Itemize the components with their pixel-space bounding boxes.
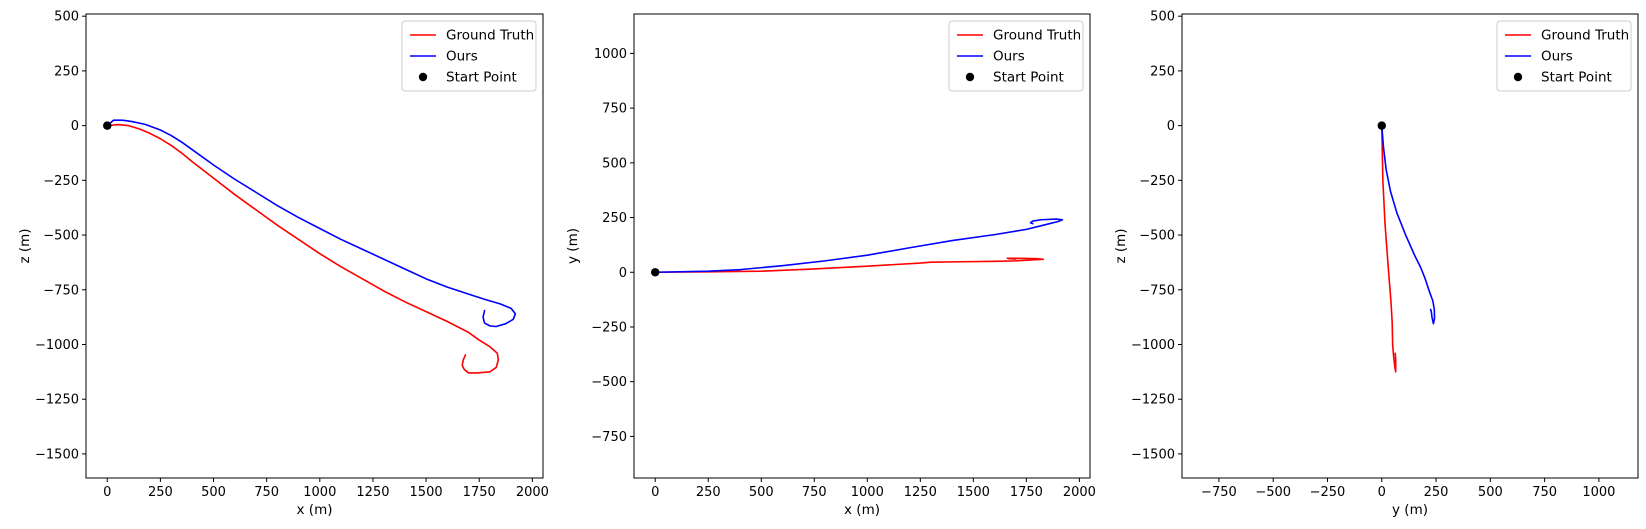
legend-start-swatch bbox=[1513, 72, 1523, 82]
x-tick-label: 1250 bbox=[356, 485, 389, 500]
y-tick-label: −1250 bbox=[35, 393, 79, 408]
legend-ours-label: Ours bbox=[993, 49, 1025, 65]
x-tick-label: −250 bbox=[1310, 485, 1346, 500]
x-tick-label: 500 bbox=[749, 485, 774, 500]
x-tick-label: 1500 bbox=[957, 485, 990, 500]
x-tick-label: 1750 bbox=[1010, 485, 1043, 500]
x-tick-label: −750 bbox=[1201, 485, 1237, 500]
x-axis-label: x (m) bbox=[297, 502, 333, 518]
y-tick-label: −750 bbox=[1139, 283, 1175, 298]
legend-start-swatch bbox=[418, 72, 428, 82]
ours-trajectory-line bbox=[654, 218, 1064, 274]
x-tick-label: −500 bbox=[1255, 485, 1291, 500]
y-tick-label: 500 bbox=[54, 10, 79, 25]
ours-trajectory-line bbox=[106, 119, 517, 328]
legend-ours-label: Ours bbox=[446, 49, 478, 65]
y-tick-label: −500 bbox=[43, 229, 79, 244]
y-tick-label: 500 bbox=[602, 156, 627, 171]
legend: Ground Truth Ours Start Point bbox=[1496, 20, 1632, 92]
plot-area bbox=[651, 218, 1064, 277]
y-tick-label: −500 bbox=[1139, 229, 1175, 244]
plot-area bbox=[1377, 121, 1436, 373]
y-tick-label: −1500 bbox=[35, 447, 79, 462]
y-tick-label: 0 bbox=[1167, 119, 1175, 134]
axes-frame bbox=[85, 13, 544, 479]
x-tick-label: 250 bbox=[696, 485, 721, 500]
legend: Ground Truth Ours Start Point bbox=[948, 20, 1084, 92]
y-tick-label: −250 bbox=[591, 320, 627, 335]
legend-start-label: Start Point bbox=[993, 70, 1064, 86]
axes-frame bbox=[1181, 13, 1639, 479]
y-tick-label: 250 bbox=[602, 211, 627, 226]
legend-box bbox=[948, 20, 1084, 92]
chart-panel-2: 0 250 500 750 1000 1250 1500 1750 2000 1000 750 500… bbox=[565, 13, 1096, 518]
legend-ours-label: Ours bbox=[1541, 49, 1573, 65]
x-tick-label: 250 bbox=[148, 485, 173, 500]
y-tick-label: −250 bbox=[43, 174, 79, 189]
x-tick-label: 750 bbox=[802, 485, 827, 500]
y-axis-label: y (m) bbox=[565, 228, 581, 264]
legend-start-label: Start Point bbox=[446, 70, 517, 86]
y-tick-label: 250 bbox=[1150, 64, 1175, 79]
chart-panel-3: −750 −500 −250 0 250 500 750 1000 500 250 0 −250 −50… bbox=[1113, 10, 1639, 518]
legend-start-swatch bbox=[965, 72, 975, 82]
y-tick-label: −1000 bbox=[35, 338, 79, 353]
y-tick-label: 750 bbox=[602, 102, 627, 117]
x-tick-label: 1500 bbox=[410, 485, 443, 500]
x-tick-label: 1250 bbox=[904, 485, 937, 500]
x-tick-label: 0 bbox=[103, 485, 111, 500]
y-tick-label: −750 bbox=[591, 430, 627, 445]
ground-truth-trajectory-line bbox=[1380, 124, 1397, 373]
y-tick-label: −1000 bbox=[1131, 338, 1175, 353]
legend: Ground Truth Ours Start Point bbox=[401, 20, 537, 92]
legend-start-label: Start Point bbox=[1541, 70, 1612, 86]
ground-truth-trajectory-line bbox=[106, 123, 500, 374]
x-tick-label: 750 bbox=[254, 485, 279, 500]
legend-box bbox=[401, 20, 537, 92]
x-tick-label: 1000 bbox=[1582, 485, 1615, 500]
y-tick-label: −1500 bbox=[1131, 447, 1175, 462]
legend-gt-label: Ground Truth bbox=[446, 28, 534, 44]
legend-gt-label: Ground Truth bbox=[1541, 28, 1629, 44]
y-tick-label: 0 bbox=[71, 119, 79, 134]
x-tick-label: 2000 bbox=[1063, 485, 1096, 500]
axes-frame bbox=[633, 13, 1091, 479]
x-tick-label: 500 bbox=[201, 485, 226, 500]
x-axis-label: y (m) bbox=[1392, 502, 1428, 518]
y-tick-label: 1000 bbox=[594, 47, 627, 62]
x-tick-label: 1000 bbox=[851, 485, 884, 500]
x-axis-label: x (m) bbox=[844, 502, 880, 518]
x-tick-label: 500 bbox=[1478, 485, 1503, 500]
x-tick-label: 2000 bbox=[516, 485, 549, 500]
y-tick-label: 0 bbox=[619, 266, 627, 281]
x-tick-label: 750 bbox=[1532, 485, 1557, 500]
y-axis-label: z (m) bbox=[17, 228, 33, 263]
start-point-marker bbox=[103, 121, 112, 130]
x-tick-label: 0 bbox=[651, 485, 659, 500]
chart-panel-1: 0 250 500 750 1000 1250 1500 1750 2000 500 250 0 −25… bbox=[17, 10, 549, 518]
y-tick-label: 250 bbox=[54, 64, 79, 79]
plot-area bbox=[103, 119, 517, 374]
ours-trajectory-line bbox=[1380, 124, 1436, 325]
start-point-marker bbox=[1377, 121, 1386, 130]
ground-truth-trajectory-line bbox=[654, 257, 1045, 274]
legend-box bbox=[1496, 20, 1632, 92]
x-tick-label: 0 bbox=[1378, 485, 1386, 500]
y-axis-label: z (m) bbox=[1113, 228, 1129, 263]
y-tick-label: −1250 bbox=[1131, 393, 1175, 408]
y-tick-label: 500 bbox=[1150, 10, 1175, 25]
x-tick-label: 250 bbox=[1424, 485, 1449, 500]
x-tick-label: 1750 bbox=[463, 485, 496, 500]
y-tick-label: −750 bbox=[43, 283, 79, 298]
y-tick-label: −250 bbox=[1139, 174, 1175, 189]
legend-gt-label: Ground Truth bbox=[993, 28, 1081, 44]
y-tick-label: −500 bbox=[591, 375, 627, 390]
x-tick-label: 1000 bbox=[303, 485, 336, 500]
start-point-marker bbox=[651, 268, 660, 277]
